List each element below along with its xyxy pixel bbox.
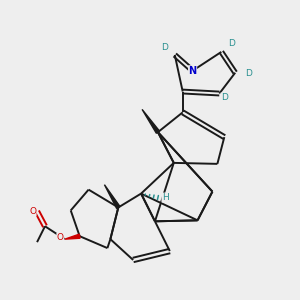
Polygon shape [142,110,160,133]
Text: O: O [57,233,64,242]
Polygon shape [65,234,80,239]
Text: N: N [188,66,197,76]
Text: D: D [228,40,235,49]
Text: H: H [162,193,169,202]
Text: D: D [244,69,251,78]
Text: D: D [161,44,168,52]
Polygon shape [104,185,120,208]
Text: D: D [221,93,228,102]
Text: O: O [29,207,36,216]
